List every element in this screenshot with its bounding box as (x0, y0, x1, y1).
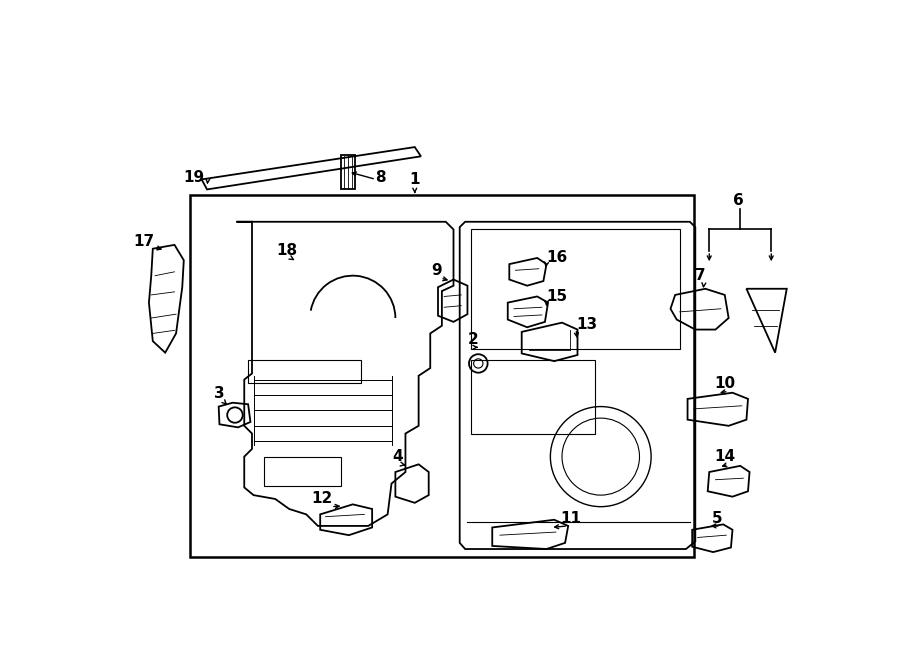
Text: 4: 4 (392, 449, 403, 464)
Text: 13: 13 (576, 317, 598, 332)
Bar (248, 360, 361, 383)
Bar (190, 195, 694, 557)
Text: 15: 15 (547, 289, 568, 304)
Text: 8: 8 (375, 171, 386, 185)
Text: 12: 12 (311, 492, 332, 506)
Text: 18: 18 (276, 243, 297, 258)
Text: 11: 11 (561, 511, 581, 525)
Text: 10: 10 (715, 376, 735, 391)
Text: 9: 9 (431, 263, 442, 278)
Text: 1: 1 (410, 172, 420, 187)
Bar (471, 360, 595, 434)
Text: 2: 2 (467, 332, 478, 347)
Text: 6: 6 (734, 194, 744, 208)
Text: 3: 3 (214, 386, 225, 401)
Text: 17: 17 (133, 233, 154, 249)
Bar (471, 229, 680, 349)
Text: 16: 16 (546, 251, 568, 266)
Bar (264, 457, 341, 486)
Text: 19: 19 (184, 171, 204, 185)
Text: 5: 5 (712, 511, 723, 525)
Text: 14: 14 (715, 449, 735, 464)
Text: 7: 7 (695, 268, 706, 283)
Bar (341, 155, 356, 190)
